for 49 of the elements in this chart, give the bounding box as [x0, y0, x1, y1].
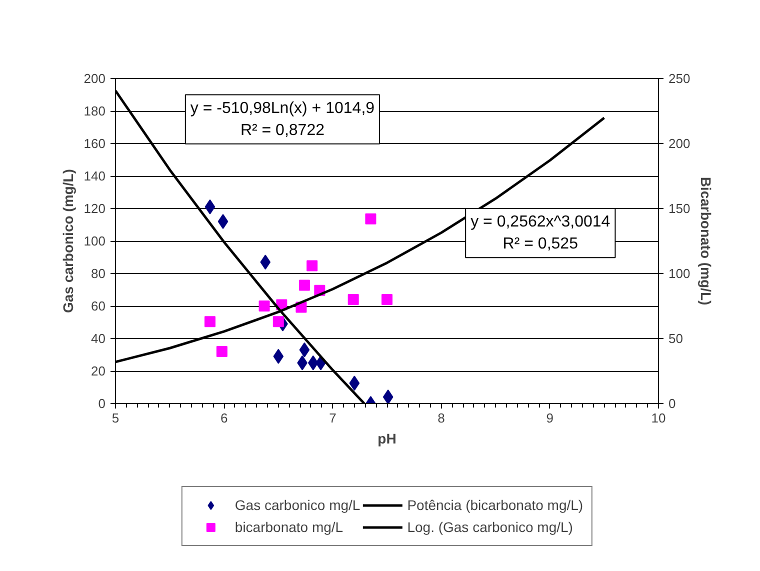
- y-tick-label: 160: [84, 136, 106, 151]
- y2-tick-label: 0: [668, 396, 676, 411]
- x-axis-title: pH: [378, 430, 396, 446]
- point: [260, 254, 271, 270]
- point: [298, 280, 310, 291]
- annotation: y = 0,2562x^3,0014 R² = 0,525: [470, 214, 610, 253]
- point: [349, 376, 360, 391]
- point: [216, 346, 228, 357]
- point: [382, 390, 394, 404]
- legend-label: Potência (bicarbonato mg/L): [407, 497, 584, 513]
- point: [306, 260, 318, 272]
- legend-label: bicarbonato mg/L: [234, 519, 344, 535]
- point: [365, 213, 376, 224]
- y-tick-label: 100: [84, 234, 106, 248]
- annotation: y = -510,98Ln(x) + 1014,9 R² = 0,8722: [190, 100, 375, 139]
- legend-label: Gas carbonico mg/L: [234, 497, 360, 513]
- point: [348, 294, 359, 305]
- y-tick-label: 60: [91, 298, 106, 314]
- point: [204, 199, 216, 214]
- y2-tick-label: 200: [668, 136, 690, 151]
- y2-tick-label: 150: [668, 201, 690, 216]
- y-tick-label: 20: [91, 364, 106, 378]
- y2-tick-label: 50: [668, 331, 683, 346]
- x-tick-label: 8: [438, 410, 445, 426]
- y-tick-label: 0: [98, 396, 106, 411]
- y-tick-label: 200: [84, 71, 106, 86]
- y-tick-label: 120: [84, 201, 106, 216]
- x-tick-label: 5: [112, 410, 120, 426]
- point: [273, 348, 284, 364]
- y-tick-label: 140: [84, 168, 106, 184]
- y-tick-label: 40: [91, 331, 106, 346]
- y-axis-title: Gas carbonico (mg/L): [60, 169, 76, 313]
- point: [204, 316, 216, 328]
- point: [272, 316, 284, 328]
- y2-axis-title: Bicarbonato (mg/L): [698, 176, 714, 306]
- y-tick-label: 180: [84, 104, 106, 118]
- y2-tick-label: 250: [668, 71, 690, 86]
- point: [218, 214, 228, 229]
- y2-tick-label: 100: [668, 266, 690, 281]
- point: [382, 294, 392, 305]
- x-tick-label: 7: [329, 410, 336, 426]
- legend-label: Log. (Gas carbonico mg/L): [407, 519, 573, 535]
- y-tick-label: 80: [91, 266, 106, 281]
- point: [299, 342, 310, 358]
- point: [258, 300, 270, 312]
- point: [308, 355, 318, 370]
- x-tick-label: 9: [546, 410, 554, 426]
- x-tick-label: 10: [651, 410, 666, 426]
- x-tick-label: 6: [220, 410, 228, 426]
